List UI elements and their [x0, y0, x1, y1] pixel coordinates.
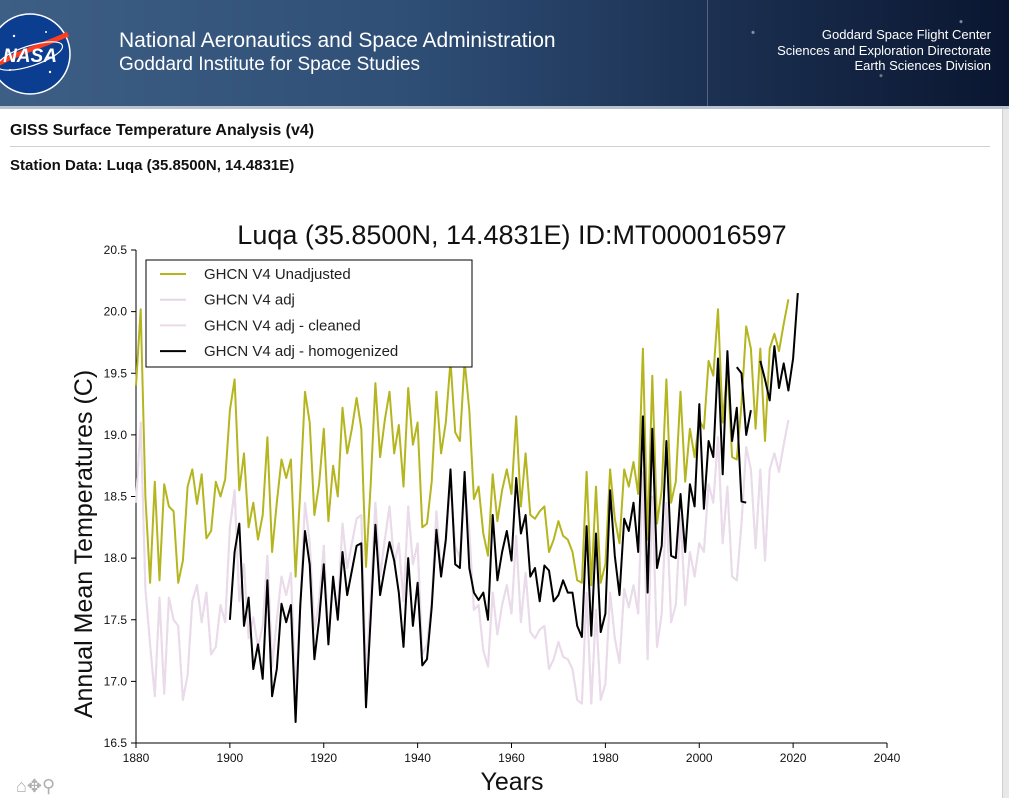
- legend-label: GHCN V4 adj - homogenized: [204, 343, 398, 360]
- banner-divider: [707, 0, 708, 108]
- x-tick-label: 2020: [780, 751, 807, 765]
- x-tick-label: 1940: [404, 751, 431, 765]
- y-tick-label: 17.0: [104, 674, 128, 688]
- pan-icon[interactable]: ✥: [26, 776, 42, 796]
- y-tick-label: 19.5: [104, 366, 128, 380]
- x-tick-label: 2000: [686, 751, 713, 765]
- zoom-icon[interactable]: ⚲: [41, 776, 56, 796]
- org-title: National Aeronautics and Space Administr…: [119, 29, 556, 52]
- title-divider: [10, 146, 990, 147]
- station-title: Station Data: Luqa (35.8500N, 14.4831E): [10, 157, 295, 174]
- x-tick-label: 1980: [592, 751, 619, 765]
- x-axis-label: Years: [480, 768, 543, 796]
- y-tick-label: 19.0: [104, 428, 128, 442]
- center-line[interactable]: Goddard Space Flight Center: [821, 27, 991, 42]
- series-line-0-0: [135, 299, 790, 587]
- x-tick-label: 1920: [310, 751, 337, 765]
- x-tick-label: 1900: [217, 751, 244, 765]
- nasa-logo-icon[interactable]: NASA: [0, 12, 72, 96]
- temperature-chart: Luqa (35.8500N, 14.4831E) ID:MT000016597…: [70, 220, 901, 796]
- series-line-3-1: [736, 366, 752, 436]
- home-icon[interactable]: ⌂: [16, 776, 27, 796]
- chart-legend: GHCN V4 Unadjusted GHCN V4 adj GHCN V4 adj…: [145, 259, 473, 368]
- x-tick-label: 2040: [874, 751, 901, 765]
- y-tick-label: 16.5: [104, 736, 128, 750]
- chart-axes: 1880 1900 1920 1940 1960 1980 2000 2020 2040 16.5…: [104, 243, 901, 765]
- y-tick-label: 20.5: [104, 243, 128, 257]
- svg-text:NASA: NASA: [3, 46, 57, 67]
- plot-toolbar: ⌂✥⚲: [16, 776, 55, 797]
- org-subtitle: Goddard Institute for Space Studies: [119, 54, 421, 75]
- x-tick-label: 1880: [123, 751, 150, 765]
- x-tick-label: 1960: [498, 751, 525, 765]
- chart-series: [135, 293, 799, 723]
- center-info: Goddard Space Flight Center Sciences and…: [777, 27, 991, 74]
- y-tick-label: 18.0: [104, 551, 128, 565]
- series-line-3-0: [228, 350, 747, 723]
- division-line[interactable]: Earth Sciences Division: [854, 58, 991, 73]
- y-tick-label: 20.0: [104, 305, 128, 319]
- y-tick-label: 18.5: [104, 490, 128, 504]
- directorate-line[interactable]: Sciences and Exploration Directorate: [777, 42, 991, 58]
- y-axis-label: Annual Mean Temperatures (C): [70, 370, 98, 718]
- legend-label: GHCN V4 adj: [204, 292, 295, 309]
- series-line-3-2: [759, 293, 799, 402]
- y-tick-label: 17.5: [104, 613, 128, 627]
- nasa-banner: NASA National Aeronautics and Space Admi…: [0, 0, 1009, 108]
- legend-box: [145, 259, 473, 368]
- banner-bottom-border: [0, 106, 1009, 109]
- legend-label: GHCN V4 Unadjusted: [204, 266, 351, 283]
- page-title: GISS Surface Temperature Analysis (v4): [10, 122, 315, 139]
- chart-title: Luqa (35.8500N, 14.4831E) ID:MT000016597: [237, 220, 786, 250]
- page-scrollbar[interactable]: [1002, 109, 1009, 798]
- starfield-decoration: [689, 0, 1009, 108]
- legend-label: GHCN V4 adj - cleaned: [204, 317, 361, 334]
